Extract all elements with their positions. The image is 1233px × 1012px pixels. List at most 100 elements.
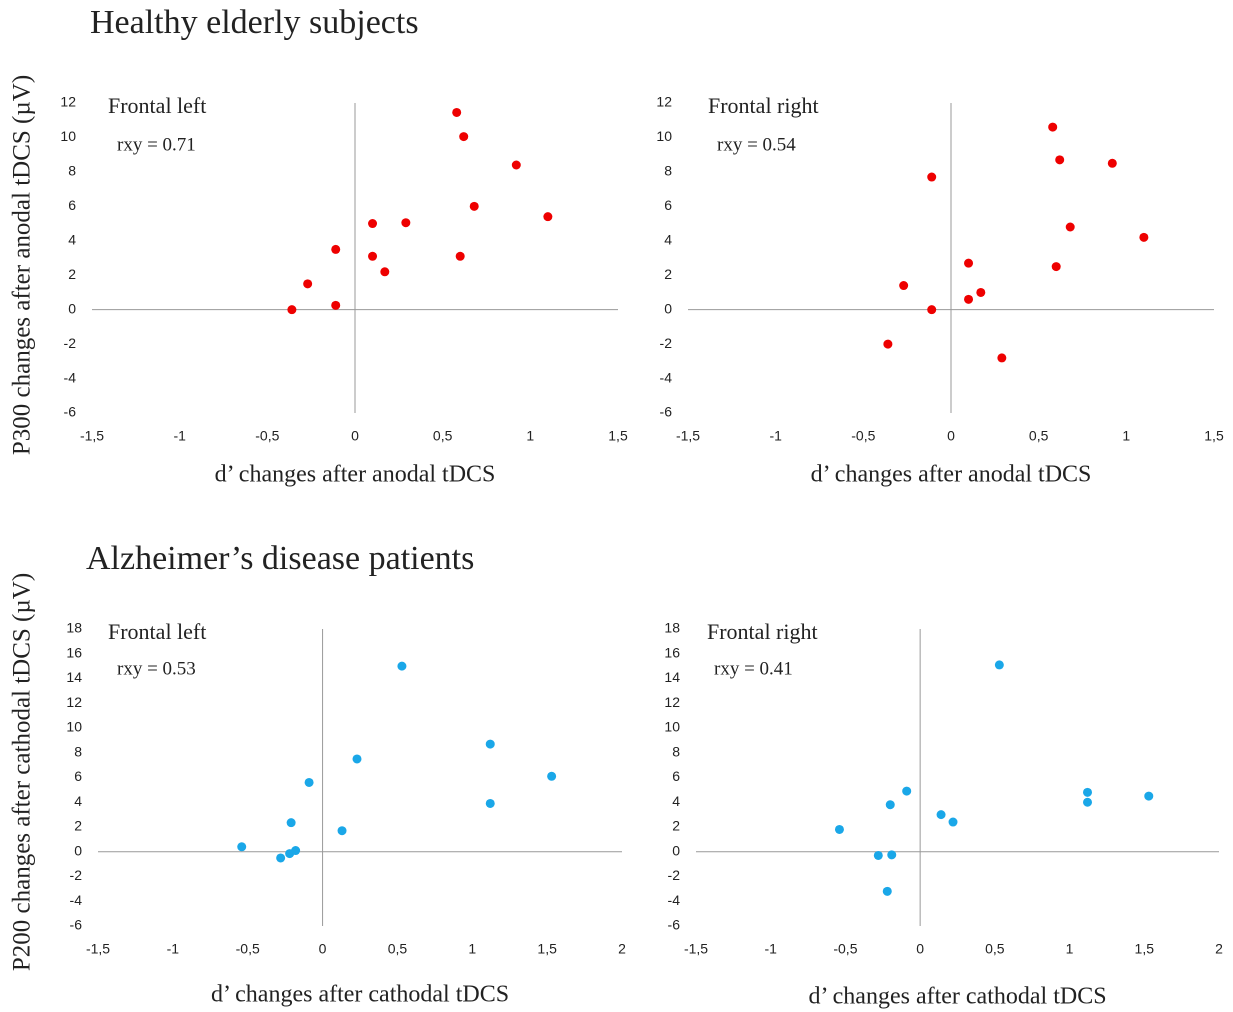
x-tick-label: 2 [618,941,626,957]
x-tick-label: -1 [167,941,180,957]
y-tick-label: 2 [664,266,672,282]
y-tick-label: 2 [74,818,82,834]
x-tick-label: -1,5 [676,428,700,444]
data-point [885,800,895,810]
y-tick-label: 10 [66,719,82,735]
y-tick-label: 8 [664,163,672,179]
x-tick-label: 0 [351,428,359,444]
x-tick-label: 1,5 [608,428,628,444]
data-point [276,853,286,863]
data-point [976,287,986,297]
section-title: Alzheimer’s disease patients [86,540,474,577]
data-point [331,244,341,254]
data-point [511,160,521,170]
data-point [485,798,495,808]
y-tick-label: 12 [664,694,680,710]
data-point [899,281,909,291]
y-tick-label: 10 [664,719,680,735]
y-axis-label: P300 changes after anodal tDCS (µV) [9,75,36,455]
data-point [352,754,362,764]
y-tick-label: -6 [64,404,77,420]
data-point [927,305,937,315]
y-tick-label: 4 [672,793,680,809]
data-point [936,810,946,820]
data-point [964,294,974,304]
y-tick-label: -6 [660,404,673,420]
annotation: rxy = 0.41 [714,658,793,679]
data-point [469,201,479,211]
data-point [397,661,407,671]
data-point [1065,222,1075,232]
x-tick-label: 1 [1122,428,1130,444]
y-tick-label: 16 [664,644,680,660]
data-point [883,339,893,349]
data-point [291,846,301,856]
data-point [1139,232,1149,242]
data-point [1051,262,1061,272]
data-point [380,267,390,277]
y-tick-label: 4 [664,231,672,247]
x-tick-label: 1 [1066,941,1074,957]
data-point [997,353,1007,363]
y-axis-label: P200 changes after cathodal tDCS (µV) [9,573,36,971]
data-point [337,826,347,836]
y-tick-label: 4 [68,231,76,247]
data-point [882,886,892,896]
y-tick-label: 0 [664,300,672,316]
data-point [303,279,313,289]
data-point [485,739,495,749]
x-axis-label: d’ changes after anodal tDCS [215,462,496,488]
data-point [948,817,958,827]
data-point [1083,787,1093,797]
data-point [964,258,974,268]
x-tick-label: -1 [173,428,186,444]
data-point [873,850,883,860]
panel-title: Frontal right [708,93,819,118]
x-tick-label: 0,5 [985,941,1005,957]
y-tick-label: 8 [68,163,76,179]
x-tick-label: -1,5 [86,941,110,957]
x-tick-label: 2 [1215,941,1223,957]
x-tick-label: -1 [764,941,777,957]
y-tick-label: -2 [668,867,681,883]
x-tick-label: 0,5 [1029,428,1049,444]
y-tick-label: 8 [672,743,680,759]
data-point [237,842,247,852]
panel-title: Frontal right [707,619,818,644]
data-point [455,251,465,261]
data-point [459,132,469,142]
y-tick-label: 6 [68,197,76,213]
y-tick-label: 18 [664,620,680,636]
x-tick-label: -1 [769,428,782,444]
y-tick-label: 2 [672,818,680,834]
data-point [543,212,553,222]
data-point [834,824,844,834]
y-tick-label: -2 [70,867,83,883]
x-tick-label: -1,5 [684,941,708,957]
y-tick-label: 0 [68,300,76,316]
annotation: rxy = 0.54 [717,134,796,155]
x-tick-label: -1,5 [80,428,104,444]
y-tick-label: 12 [66,694,82,710]
x-axis-label: d’ changes after cathodal tDCS [211,982,509,1008]
data-point [1055,155,1065,165]
data-point [927,172,937,182]
annotation: rxy = 0.71 [117,134,196,155]
data-point [887,850,897,860]
data-point [1107,158,1117,168]
y-tick-label: 10 [656,128,672,144]
x-tick-label: 1 [526,428,534,444]
y-tick-label: 4 [74,793,82,809]
y-tick-label: 2 [68,266,76,282]
annotation: rxy = 0.53 [117,658,196,679]
y-tick-label: -2 [660,335,673,351]
y-tick-label: 12 [60,94,76,110]
y-tick-label: -4 [64,369,77,385]
data-point [452,107,462,117]
data-point [547,771,557,781]
x-tick-label: 0 [319,941,327,957]
x-tick-label: 1,5 [537,941,557,957]
x-tick-label: 1 [468,941,476,957]
data-point [287,305,297,315]
x-tick-label: 0 [916,941,924,957]
